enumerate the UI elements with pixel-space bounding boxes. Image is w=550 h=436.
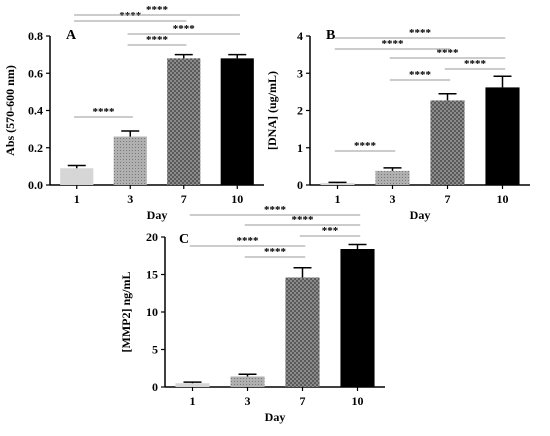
- significance-label: ****: [93, 106, 116, 118]
- x-tick-label: 3: [390, 192, 396, 206]
- panel-label: C: [179, 232, 189, 247]
- bar-day-3: [113, 136, 147, 185]
- y-tick-label: 0.8: [28, 29, 43, 43]
- x-axis-label: Day: [265, 410, 286, 424]
- y-tick-label: 0.2: [28, 141, 43, 155]
- significance-label: ***: [322, 225, 339, 237]
- y-tick-label: 3: [297, 66, 303, 80]
- bar-day-3: [230, 376, 265, 387]
- y-tick-label: 0.4: [28, 104, 43, 118]
- significance-label: ****: [237, 235, 260, 247]
- bar-day-1: [320, 183, 355, 185]
- y-tick-label: 0.6: [28, 66, 43, 80]
- y-tick-label: 15: [146, 268, 158, 282]
- significance-label: ****: [382, 38, 405, 50]
- significance-label: ****: [409, 27, 432, 39]
- panel-a: 0.0 0.2 0.4 0.6 0.8 1 3 7 10 Day Abs (570-600 nm) A…: [3, 4, 264, 222]
- significance-label: ****: [119, 10, 142, 22]
- bar-day-1: [60, 168, 94, 185]
- y-tick-label: 0.0: [28, 178, 43, 192]
- bar-day-10: [220, 58, 254, 185]
- y-tick-label: 1: [297, 141, 303, 155]
- significance-label: ****: [264, 204, 287, 216]
- x-tick-label: 1: [74, 192, 80, 206]
- y-tick-label: 4: [297, 29, 303, 43]
- x-tick-label: 10: [497, 192, 509, 206]
- x-tick-label: 3: [245, 394, 251, 408]
- significance-label: ****: [146, 4, 169, 16]
- y-tick-label: 5: [152, 343, 158, 357]
- significance-label: ****: [409, 69, 432, 81]
- x-tick-label: 10: [231, 192, 243, 206]
- x-tick-label: 7: [445, 192, 451, 206]
- x-tick-label: 1: [190, 394, 196, 408]
- y-tick-label: 20: [146, 230, 158, 244]
- y-tick-label: 2: [297, 104, 303, 118]
- y-axis-label: Abs (570-600 nm): [3, 65, 17, 156]
- y-tick-label: 0: [297, 178, 303, 192]
- panel-b: 0 1 2 3 4 1 3 7 10 Day [DNA] (ug/mL) B **** **** **** *…: [265, 27, 530, 222]
- bar-day-3: [375, 170, 410, 185]
- bar-day-10: [485, 87, 520, 185]
- y-tick-label: 10: [146, 305, 158, 319]
- significance-label: ****: [146, 34, 169, 46]
- panel-label: B: [326, 28, 335, 43]
- y-axis-label: [MMP2] ng/mL: [119, 272, 133, 353]
- x-tick-label: 3: [127, 192, 133, 206]
- x-tick-label: 7: [181, 192, 187, 206]
- y-axis-label: [DNA] (ug/mL): [265, 71, 279, 150]
- x-tick-label: 10: [352, 394, 364, 408]
- significance-label: ****: [173, 23, 196, 35]
- bar-day-7: [430, 100, 465, 185]
- significance-label: ****: [437, 47, 460, 59]
- significance-label: ****: [264, 246, 287, 258]
- x-tick-label: 1: [335, 192, 341, 206]
- bar-day-7: [285, 277, 320, 387]
- bar-day-7: [167, 58, 201, 185]
- bar-day-1: [175, 383, 210, 387]
- y-tick-label: 0: [152, 380, 158, 394]
- significance-label: ****: [292, 214, 315, 226]
- significance-label: ****: [354, 140, 377, 152]
- significance-label: ****: [464, 58, 487, 70]
- bar-day-10: [340, 249, 375, 387]
- panel-label: A: [66, 28, 77, 43]
- x-axis-label: Day: [147, 208, 168, 222]
- x-axis-label: Day: [410, 208, 431, 222]
- x-tick-label: 7: [300, 394, 306, 408]
